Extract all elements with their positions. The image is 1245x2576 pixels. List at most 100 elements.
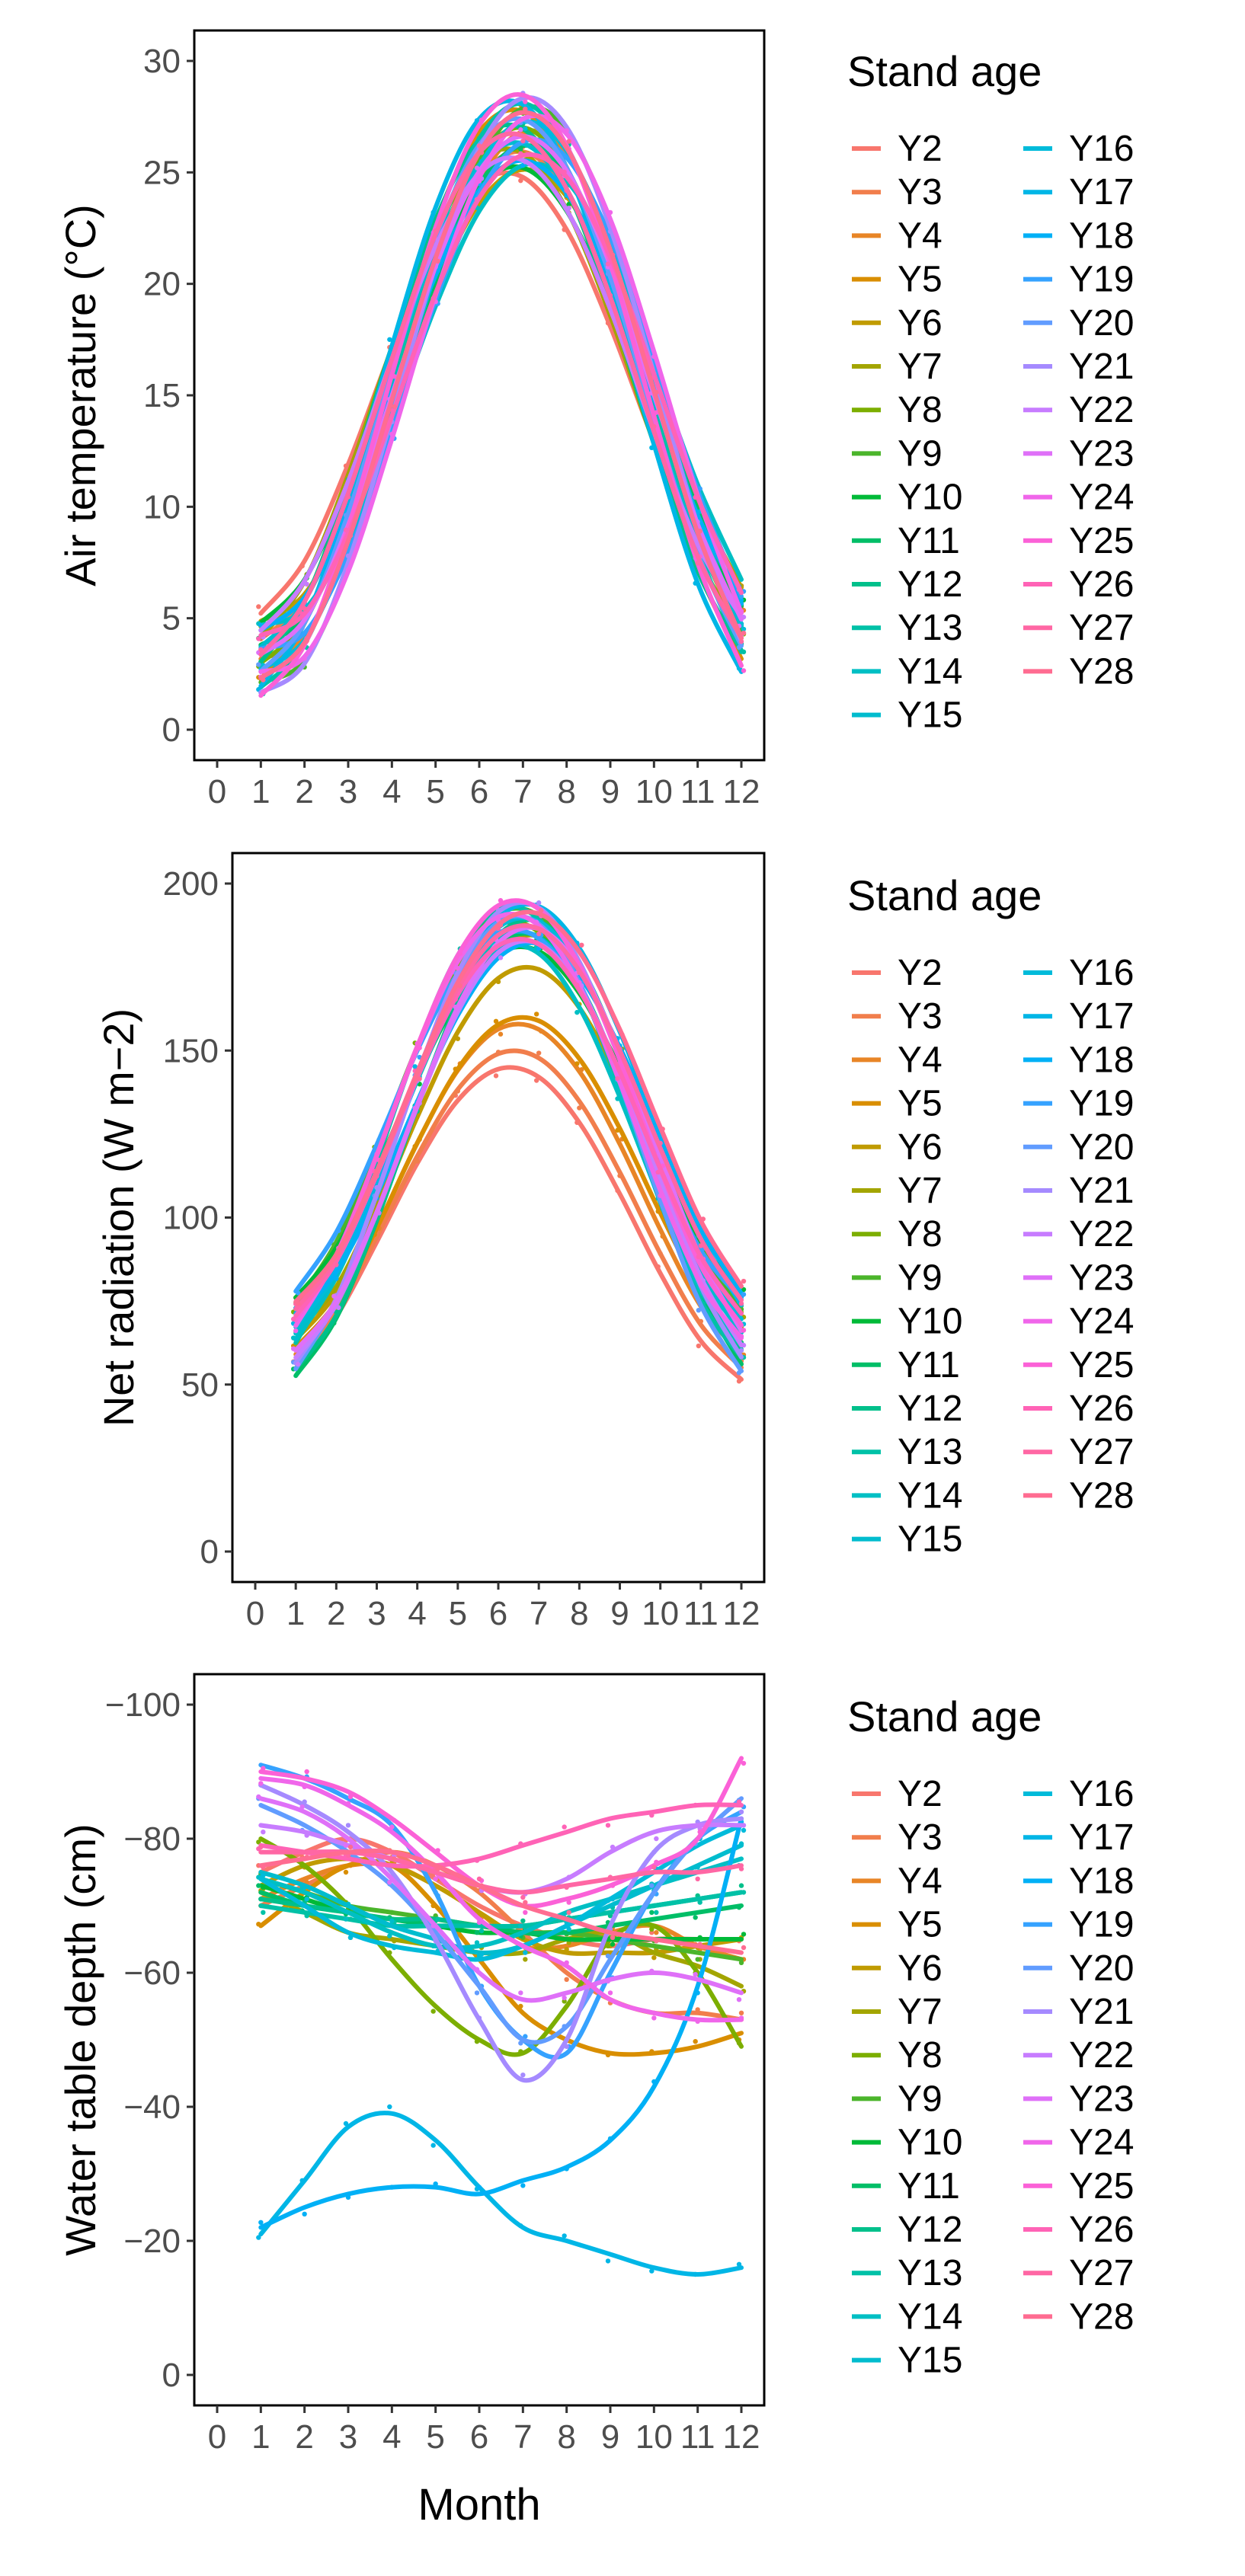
point-Y3 xyxy=(738,2010,744,2015)
point-Y26 xyxy=(290,1316,296,1322)
point-Y27 xyxy=(476,1876,482,1881)
y-tick-label: 20 xyxy=(143,266,181,303)
legend-label-Y6: Y6 xyxy=(898,303,943,344)
line-Y26 xyxy=(258,152,744,638)
x-tick-label: 11 xyxy=(680,2418,715,2456)
legend-label-Y4: Y4 xyxy=(898,1040,943,1080)
legend-label-Y13: Y13 xyxy=(898,2253,962,2293)
point-Y14 xyxy=(387,1933,392,1938)
series-group xyxy=(256,1756,747,2277)
legend-title: Stand age xyxy=(847,47,1042,95)
point-Y21 xyxy=(345,1823,351,1828)
line-Y5 xyxy=(258,1858,744,2057)
point-Y28 xyxy=(610,1935,616,1940)
x-tick-label: 12 xyxy=(723,2418,760,2456)
y-axis-title: Net radiation (W m−2) xyxy=(94,1008,142,1427)
point-Y21 xyxy=(738,1809,744,1814)
point-Y16 xyxy=(304,1897,309,1902)
legend-label-Y6: Y6 xyxy=(898,1948,943,1989)
point-Y22 xyxy=(295,1361,301,1367)
point-Y25 xyxy=(304,1769,309,1775)
point-Y28 xyxy=(538,908,544,913)
legend-label-Y24: Y24 xyxy=(1069,1302,1134,1342)
point-Y25 xyxy=(741,1328,747,1333)
x-tick-label: 0 xyxy=(208,773,226,810)
x-tick-label: 12 xyxy=(723,773,760,810)
point-Y20 xyxy=(474,1990,480,1996)
x-tick-label: 7 xyxy=(530,1595,548,1632)
legend-label-Y6: Y6 xyxy=(898,1127,943,1168)
legend-label-Y5: Y5 xyxy=(898,1905,943,1945)
point-Y10 xyxy=(741,1286,747,1293)
point-Y18 xyxy=(258,2220,264,2225)
legend-label-Y14: Y14 xyxy=(898,651,962,692)
point-Y2 xyxy=(518,177,523,184)
legend-label-Y8: Y8 xyxy=(898,1214,943,1254)
point-Y26 xyxy=(605,261,611,267)
y-axis-title: Water table depth (cm) xyxy=(56,1823,104,2255)
point-Y18 xyxy=(476,2184,482,2190)
point-Y17 xyxy=(649,2268,655,2274)
point-Y11 xyxy=(649,1910,655,1915)
point-Y28 xyxy=(392,1856,397,1862)
point-Y26 xyxy=(256,636,261,641)
y-tick-label: 0 xyxy=(162,711,181,749)
point-Y5 xyxy=(693,2039,698,2044)
point-Y18 xyxy=(520,162,526,168)
point-Y7 xyxy=(523,1957,528,1962)
point-Y5 xyxy=(343,1869,349,1875)
point-Y19 xyxy=(741,1292,747,1297)
y-tick-label: −20 xyxy=(123,2223,181,2260)
point-Y28 xyxy=(741,1278,747,1284)
legend-label-Y26: Y26 xyxy=(1069,564,1134,605)
point-Y28 xyxy=(566,1910,571,1915)
y-tick-label: −100 xyxy=(105,1686,181,1724)
legend-label-Y23: Y23 xyxy=(1069,2079,1134,2119)
legend-label-Y19: Y19 xyxy=(1069,1084,1134,1124)
legend-label-Y14: Y14 xyxy=(898,2296,962,2337)
x-tick-label: 12 xyxy=(723,1595,760,1632)
point-Y28 xyxy=(741,1945,747,1951)
legend-label-Y27: Y27 xyxy=(1069,2253,1134,2293)
x-tick-label: 3 xyxy=(339,2418,357,2456)
legend: Stand age Y2Y3Y4Y5Y6Y7Y8Y9Y10Y11Y12Y13Y14… xyxy=(847,1692,1134,2381)
point-Y13 xyxy=(478,1928,485,1934)
point-Y21 xyxy=(536,900,542,906)
legend-label-Y5: Y5 xyxy=(898,1084,943,1124)
point-Y8 xyxy=(649,1926,655,1932)
x-tick-label: 1 xyxy=(286,1595,305,1632)
legend-label-Y21: Y21 xyxy=(1069,1992,1134,2032)
point-Y25 xyxy=(741,1760,747,1766)
point-Y28 xyxy=(741,630,747,636)
legend-label-Y18: Y18 xyxy=(1069,1040,1134,1080)
point-Y26 xyxy=(605,1823,611,1828)
point-Y13 xyxy=(435,1916,440,1922)
x-tick-label: 0 xyxy=(208,2418,226,2456)
point-Y10 xyxy=(610,1942,616,1947)
point-Y22 xyxy=(261,1830,266,1835)
point-Y3 xyxy=(564,1977,569,1982)
x-tick-label: 6 xyxy=(489,1595,507,1632)
legend-label-Y2: Y2 xyxy=(898,129,943,169)
legend-label-Y22: Y22 xyxy=(1069,1214,1134,1254)
x-tick-label: 8 xyxy=(570,1595,588,1632)
legend-label-Y15: Y15 xyxy=(898,1520,962,1560)
point-Y22 xyxy=(654,1836,659,1842)
legend-label-Y15: Y15 xyxy=(898,695,962,736)
legend-label-Y17: Y17 xyxy=(1069,172,1134,213)
legend-label-Y27: Y27 xyxy=(1069,608,1134,648)
point-Y2 xyxy=(533,1078,539,1083)
point-Y12 xyxy=(738,1883,744,1888)
legend-label-Y10: Y10 xyxy=(898,478,962,518)
point-Y17 xyxy=(605,2258,611,2264)
x-tick-label: 11 xyxy=(683,1595,719,1632)
y-tick-label: 100 xyxy=(163,1200,219,1237)
legend-title: Stand age xyxy=(847,871,1042,919)
point-Y11 xyxy=(693,1915,698,1920)
legend-label-Y9: Y9 xyxy=(898,433,943,474)
legend-label-Y7: Y7 xyxy=(898,1171,943,1211)
y-tick-label: −40 xyxy=(123,2089,181,2126)
point-Y5 xyxy=(574,1061,580,1066)
legend-label-Y16: Y16 xyxy=(1069,953,1134,993)
point-Y27 xyxy=(520,1894,526,1900)
